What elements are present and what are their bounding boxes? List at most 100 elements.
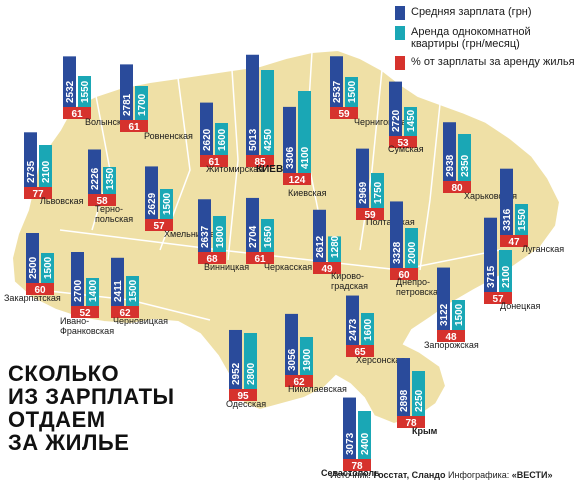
- bar-percent: [229, 389, 257, 401]
- region-name-label: Киевская: [288, 188, 327, 198]
- rent-value-label: 1650: [263, 225, 274, 248]
- bar-rent: [515, 204, 528, 235]
- rent-value-label: 1500: [43, 256, 54, 279]
- bar-percent: [389, 136, 417, 148]
- bar-salary: [313, 209, 326, 262]
- percent-value-label: 61: [208, 157, 220, 168]
- region-name-label: Черниговская: [354, 117, 411, 127]
- salary-value-label: 2411: [113, 280, 124, 302]
- percent-value-label: 60: [34, 285, 46, 296]
- region-name-label: Франковская: [60, 326, 114, 336]
- bar-percent: [120, 120, 148, 132]
- percent-value-label: 61: [128, 122, 140, 133]
- region-name-label: Сумская: [388, 144, 424, 154]
- salary-value-label: 2500: [28, 256, 39, 279]
- bar-percent: [437, 330, 465, 342]
- bar-percent: [443, 181, 471, 193]
- bar-rent: [358, 411, 371, 459]
- bar-percent: [88, 194, 116, 206]
- region-name-label: Закарпатская: [4, 293, 61, 303]
- region-name-label: КИЕВ: [256, 164, 283, 175]
- region-name-label: польская: [95, 214, 133, 224]
- bar-percent: [397, 416, 425, 428]
- percent-value-label: 57: [153, 221, 165, 232]
- rent-value-label: 1600: [217, 128, 228, 151]
- rent-value-label: 2400: [360, 432, 371, 455]
- salary-value-label: 2620: [202, 128, 213, 151]
- bar-salary: [26, 233, 39, 283]
- bar-rent: [103, 167, 116, 194]
- rent-value-label: 2800: [246, 362, 257, 385]
- rent-value-label: 1450: [406, 109, 417, 132]
- salary-value-label: 2898: [399, 389, 410, 412]
- bar-rent: [345, 77, 358, 107]
- headline-line-4: ЗА ЖИЛЬЕ: [8, 430, 130, 455]
- salary-value-label: 2969: [358, 181, 369, 204]
- bar-rent: [298, 91, 311, 173]
- bar-salary: [346, 295, 359, 345]
- bar-rent: [39, 145, 52, 187]
- bar-rent: [404, 107, 417, 136]
- salary-value-label: 3306: [285, 146, 296, 169]
- salary-value-label: 2473: [348, 318, 359, 341]
- headline-line-3: ОТДАЕМ: [8, 407, 106, 432]
- bar-salary: [389, 81, 402, 136]
- salary-value-label: 3715: [486, 265, 497, 288]
- region-name-label: Черновицкая: [113, 316, 168, 326]
- legend-swatch-rent: [395, 26, 405, 40]
- percent-value-label: 80: [451, 183, 463, 194]
- region-name-label: Волынская: [85, 117, 131, 127]
- bar-salary: [390, 201, 403, 268]
- salary-value-label: 2537: [332, 80, 343, 103]
- region-name-label: Ивано-: [60, 316, 89, 326]
- bar-rent: [160, 189, 173, 219]
- bar-rent: [371, 173, 384, 208]
- bar-salary: [145, 166, 158, 219]
- region-name-label: Терно-: [95, 204, 123, 214]
- bar-salary: [500, 168, 513, 235]
- bar-rent: [452, 300, 465, 330]
- bar-percent: [200, 155, 228, 167]
- salary-value-label: 5013: [248, 128, 259, 151]
- bar-salary: [443, 122, 456, 181]
- rent-value-label: 1900: [302, 348, 313, 371]
- percent-value-label: 53: [397, 138, 409, 149]
- bar-percent: [145, 219, 173, 231]
- bar-rent: [499, 250, 512, 292]
- bar-rent: [412, 371, 425, 416]
- bar-percent: [198, 252, 226, 264]
- percent-value-label: 65: [354, 347, 366, 358]
- region-name-label: Севастополь: [321, 468, 380, 478]
- rent-value-label: 2100: [41, 160, 52, 183]
- percent-value-label: 59: [338, 109, 350, 120]
- percent-value-label: 58: [96, 196, 108, 207]
- headline-line-1: СКОЛЬКО: [8, 361, 120, 386]
- percent-value-label: 78: [405, 418, 417, 429]
- bar-salary: [283, 106, 296, 173]
- percent-value-label: 48: [445, 332, 457, 343]
- bar-salary: [484, 217, 497, 292]
- salary-value-label: 3328: [392, 241, 403, 264]
- bar-rent: [300, 337, 313, 375]
- bar-percent: [283, 173, 311, 185]
- bar-salary: [437, 267, 450, 330]
- rent-value-label: 1600: [363, 318, 374, 341]
- legend-item-percent: % от зарплаты за аренду жилья: [395, 56, 575, 70]
- salary-value-label: 2700: [73, 279, 84, 302]
- rent-value-label: 1500: [162, 192, 173, 215]
- region-name-label: Житомирская: [206, 164, 263, 174]
- bar-percent: [484, 292, 512, 304]
- salary-value-label: 3056: [287, 348, 298, 371]
